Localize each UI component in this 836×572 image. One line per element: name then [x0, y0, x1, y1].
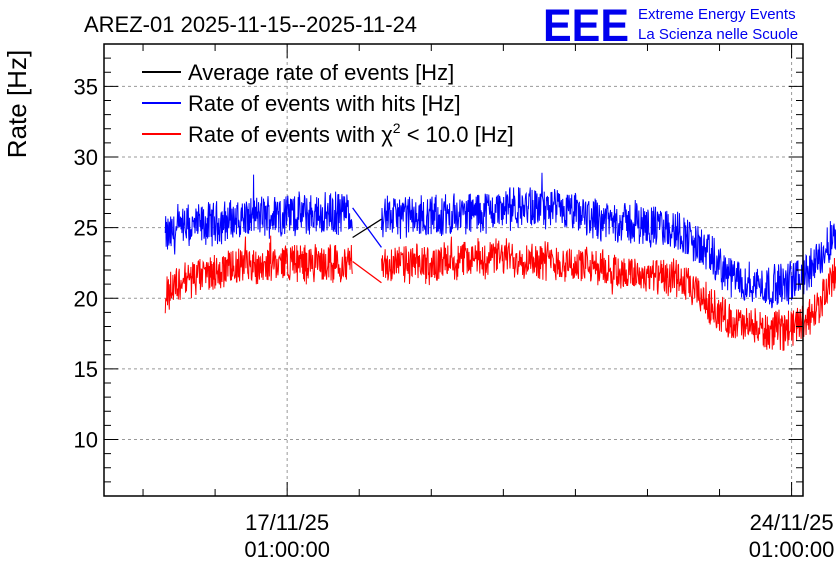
y-tick-label-10: 10	[74, 428, 98, 453]
x-tick-label-time-1: 01:00:00	[749, 537, 835, 562]
gap-bridge-line-2	[352, 261, 382, 284]
gap-bridge-line-1	[352, 218, 382, 239]
series-layer	[164, 172, 836, 351]
y-tick-label-15: 15	[74, 357, 98, 382]
eee-logo: EEE Extreme Energy Events La Scienza nel…	[543, 0, 798, 51]
y-tick-label-35: 35	[74, 74, 98, 99]
y-axis-label: Rate [Hz]	[2, 50, 32, 158]
y-tick-label-20: 20	[74, 286, 98, 311]
legend-chi2-prefix: Rate of events with	[188, 122, 381, 147]
x-tick-label-date-0: 17/11/25	[245, 510, 329, 535]
grid	[104, 44, 803, 496]
org-name-line1: Extreme Energy Events	[638, 6, 796, 23]
legend-label-average: Average rate of events [Hz]	[188, 60, 454, 85]
series-line-1	[164, 235, 836, 351]
legend-chi2-sup: 2	[393, 120, 401, 136]
series-line-0	[164, 172, 836, 309]
eee-logo-text: EEE	[543, 0, 629, 51]
y-tick-label-25: 25	[74, 216, 98, 241]
legend-chi2-symbol: χ	[381, 122, 393, 147]
y-tick-label-30: 30	[74, 145, 98, 170]
org-name-line2: La Scienza nelle Scuole	[638, 26, 798, 43]
axes: 10152025303517/11/2501:00:0024/11/2501:0…	[74, 43, 835, 562]
x-tick-label-date-1: 24/11/25	[750, 510, 834, 535]
legend-chi2-suffix: < 10.0 [Hz]	[401, 122, 514, 147]
chart-title: AREZ-01 2025-11-15--2025-11-24	[84, 12, 417, 37]
legend: Average rate of events [Hz] Rate of even…	[142, 60, 514, 147]
legend-label-chi2: Rate of events with χ2 < 10.0 [Hz]	[188, 120, 514, 147]
legend-label-hits: Rate of events with hits [Hz]	[188, 91, 461, 116]
x-tick-label-time-0: 01:00:00	[244, 537, 330, 562]
